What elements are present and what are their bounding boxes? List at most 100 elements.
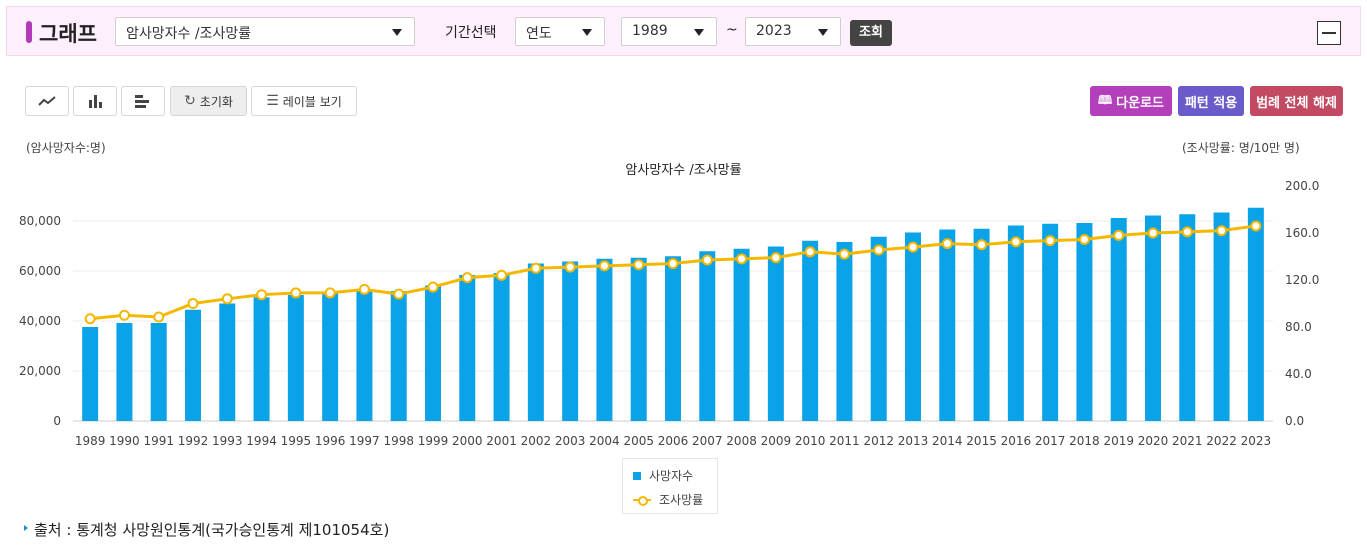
rate-point bbox=[496, 269, 508, 281]
query-button[interactable]: 조회 bbox=[850, 20, 892, 46]
chevron-down-icon bbox=[694, 29, 704, 36]
x-tick-label: 2020 bbox=[1138, 434, 1169, 448]
x-tick-label: 1990 bbox=[109, 434, 140, 448]
download-label: 다운로드 bbox=[1116, 95, 1164, 111]
x-tick-label: 1998 bbox=[383, 434, 414, 448]
bar bbox=[596, 258, 613, 421]
bar bbox=[973, 228, 990, 421]
collapse-button[interactable] bbox=[1317, 21, 1341, 45]
bar bbox=[1076, 223, 1093, 421]
rate-point bbox=[633, 259, 645, 271]
line-chart-button[interactable] bbox=[25, 86, 69, 116]
x-tick-label: 2023 bbox=[1241, 434, 1272, 448]
bar bbox=[802, 240, 819, 421]
rate-point bbox=[358, 283, 370, 295]
bar bbox=[527, 263, 544, 421]
legend-label: 조사망률 bbox=[659, 493, 704, 507]
x-tick-label: 1994 bbox=[246, 434, 277, 448]
x-tick-label: 2009 bbox=[761, 434, 792, 448]
bar bbox=[1110, 218, 1127, 421]
bar bbox=[665, 256, 681, 421]
book-icon: 🕮 bbox=[1098, 92, 1113, 107]
right-tick-label: 40.0 bbox=[1285, 367, 1312, 381]
rate-point bbox=[873, 244, 885, 256]
bar-chart-button[interactable] bbox=[73, 86, 117, 116]
bar bbox=[150, 323, 167, 421]
item-select[interactable]: 암사망자수 /조사망률 bbox=[115, 17, 415, 46]
axes: 0 20,000 40,000 60,000 80,000 0.0 40.0 80.0 120.… bbox=[19, 179, 1319, 448]
pattern-button[interactable]: 패턴 적용 bbox=[1178, 86, 1244, 116]
x-tick-label: 2013 bbox=[898, 434, 929, 448]
from-year-select[interactable]: 1989 bbox=[621, 17, 717, 46]
x-tick-label: 2012 bbox=[863, 434, 894, 448]
source-text: 출처 : 통계청 사망원인통계(국가승인통계 제101054호) bbox=[34, 521, 390, 539]
rate-point bbox=[598, 260, 610, 272]
bar bbox=[82, 327, 99, 421]
bar-swatch bbox=[633, 471, 641, 480]
rate-point bbox=[324, 287, 336, 299]
rate-point bbox=[838, 248, 850, 260]
line-series bbox=[84, 220, 1262, 325]
horizontal-bar-button[interactable] bbox=[121, 86, 165, 116]
combo-chart: 0 20,000 40,000 60,000 80,000 0.0 40.0 80.0 120.… bbox=[19, 179, 1319, 448]
x-tick-label: 1999 bbox=[418, 434, 449, 448]
x-tick-label: 1992 bbox=[178, 434, 209, 448]
rate-point bbox=[1010, 236, 1022, 248]
rate-point bbox=[907, 241, 919, 253]
rate-point bbox=[701, 254, 713, 266]
bar bbox=[767, 246, 784, 421]
rate-point bbox=[976, 239, 988, 251]
x-tick-label: 2008 bbox=[726, 434, 757, 448]
x-tick-label: 1997 bbox=[349, 434, 380, 448]
left-tick-label: 40,000 bbox=[19, 314, 61, 328]
source-note: 출처 : 통계청 사망원인통계(국가승인통계 제101054호) bbox=[24, 519, 389, 540]
chart-title: 암사망자수 /조사망률 bbox=[625, 163, 742, 178]
bar bbox=[630, 257, 647, 421]
left-tick-label: 60,000 bbox=[19, 264, 61, 278]
rate-point bbox=[736, 253, 748, 265]
bar bbox=[562, 261, 579, 421]
bar bbox=[459, 275, 476, 421]
graph-header: 그래프 암사망자수 /조사망률 기간선택 연도 1989 ~ 2023 조회 bbox=[6, 6, 1361, 56]
x-tick-label: 2004 bbox=[589, 434, 620, 448]
line-swatch bbox=[633, 495, 651, 506]
bar bbox=[253, 297, 270, 421]
bar-chart-icon bbox=[89, 95, 102, 108]
rate-point bbox=[530, 262, 542, 274]
bar bbox=[390, 291, 407, 421]
x-tick-label: 1989 bbox=[75, 434, 106, 448]
rate-point bbox=[667, 258, 679, 270]
bar bbox=[356, 289, 373, 421]
right-tick-label: 120.0 bbox=[1285, 273, 1319, 287]
x-tick-label: 2014 bbox=[932, 434, 963, 448]
rate-point bbox=[153, 311, 165, 323]
legend-clear-button[interactable]: 범례 전체 해제 bbox=[1250, 86, 1343, 116]
item-select-value: 암사망자수 /조사망률 bbox=[126, 26, 252, 42]
right-tick-label: 200.0 bbox=[1285, 179, 1319, 193]
left-tick-label: 20,000 bbox=[19, 364, 61, 378]
x-tick-label: 2003 bbox=[555, 434, 586, 448]
bar-series bbox=[82, 207, 1264, 421]
legend-item-rate[interactable]: 조사망률 bbox=[633, 491, 703, 508]
left-tick-label: 80,000 bbox=[19, 214, 61, 228]
right-axis-unit: (조사망률: 명/10만 명) bbox=[1182, 141, 1300, 155]
rate-point bbox=[461, 272, 473, 284]
title-accent-bar bbox=[26, 21, 32, 43]
right-tick-label: 80.0 bbox=[1285, 320, 1312, 334]
x-tick-label: 2002 bbox=[521, 434, 552, 448]
download-button[interactable]: 🕮 다운로드 bbox=[1090, 86, 1172, 116]
x-tick-label: 2017 bbox=[1035, 434, 1066, 448]
period-type-select[interactable]: 연도 bbox=[515, 17, 605, 46]
x-tick-label: 2021 bbox=[1172, 434, 1203, 448]
x-tick-label: 1996 bbox=[315, 434, 346, 448]
rate-point bbox=[1044, 235, 1056, 247]
rate-point bbox=[118, 309, 130, 321]
refresh-icon: ↻ bbox=[184, 93, 196, 109]
x-tick-label: 1991 bbox=[143, 434, 174, 448]
legend-item-deaths[interactable]: 사망자수 bbox=[633, 467, 693, 484]
reset-button[interactable]: ↻ 초기화 bbox=[170, 86, 247, 116]
bar bbox=[1007, 225, 1024, 421]
to-year-select[interactable]: 2023 bbox=[745, 17, 841, 46]
chart-legend: 사망자수 조사망률 bbox=[622, 458, 718, 514]
label-view-button[interactable]: ☰ 레이블 보기 bbox=[251, 86, 357, 116]
